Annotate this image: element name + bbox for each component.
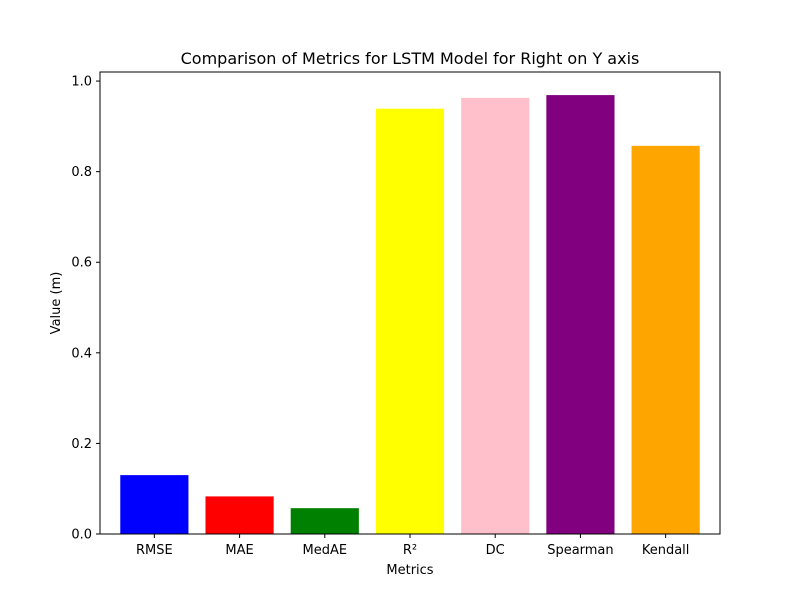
y-tick-label: 0.4 [71, 346, 92, 361]
x-tick-label: Spearman [547, 543, 613, 558]
bars-layer [120, 95, 700, 534]
y-tick-label: 1.0 [71, 75, 92, 90]
x-tick-label: R² [403, 543, 417, 558]
bar-dc [461, 97, 530, 534]
x-axis-label: Metrics [386, 563, 433, 578]
y-axis: 0.0 0.2 0.4 0.6 0.8 1.0 [71, 75, 100, 543]
y-tick-label: 0.0 [71, 528, 92, 543]
x-tick-label: MedAE [302, 543, 347, 558]
chart-title: Comparison of Metrics for LSTM Model for… [181, 49, 640, 68]
bar-spearman [546, 95, 615, 534]
x-tick-label: MAE [225, 543, 253, 558]
bar-rmse [120, 475, 189, 534]
bar-mae [205, 496, 274, 534]
bar-r [375, 108, 445, 534]
bar-medae [290, 508, 359, 534]
y-tick-label: 0.8 [71, 165, 92, 180]
x-tick-label: RMSE [136, 543, 173, 558]
y-axis-label: Value (m) [49, 272, 64, 335]
y-tick-label: 0.6 [71, 256, 92, 271]
y-tick-label: 0.2 [71, 437, 92, 452]
bar-kendall [631, 145, 700, 534]
x-tick-label: Kendall [642, 543, 690, 558]
x-tick-label: DC [486, 543, 505, 558]
x-axis: RMSE MAE MedAE R² DC Spearman Kendall [136, 534, 689, 558]
